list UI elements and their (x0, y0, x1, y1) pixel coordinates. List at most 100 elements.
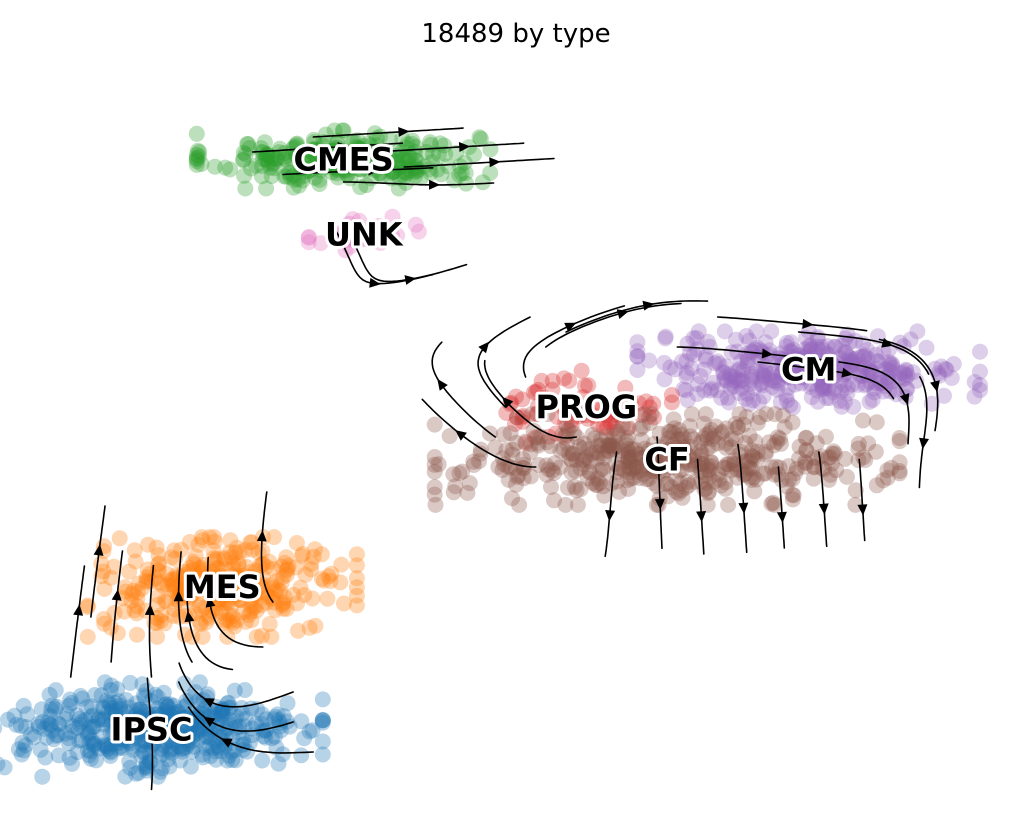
cell-point (127, 729, 144, 746)
cell-point (801, 337, 818, 354)
cell-point (384, 164, 401, 180)
cell-point (668, 470, 684, 487)
cell-point (314, 711, 331, 728)
cell-point (487, 439, 504, 456)
cell-point (102, 681, 119, 698)
cell-point (83, 698, 100, 715)
cell-point (814, 381, 831, 398)
cluster-mes-points (79, 529, 365, 645)
cell-point (79, 628, 96, 645)
cell-point (498, 404, 515, 421)
cell-point (300, 234, 317, 251)
cell-point (727, 416, 744, 432)
cell-point (78, 699, 95, 716)
cell-point (154, 707, 171, 724)
cell-point (554, 399, 571, 416)
cell-point (673, 431, 689, 448)
cell-point (357, 226, 374, 243)
cell-point (120, 733, 137, 750)
cell-point (626, 441, 643, 458)
cell-point (743, 471, 760, 488)
cell-point (366, 152, 383, 169)
cell-point (323, 565, 340, 582)
cell-point (811, 372, 828, 389)
cell-point (403, 135, 420, 152)
cell-point (82, 743, 99, 760)
cell-point (189, 713, 206, 730)
cell-point (593, 431, 609, 448)
cell-point (129, 590, 146, 607)
cell-point (603, 475, 620, 492)
cell-point (410, 223, 427, 240)
cell-point (226, 618, 243, 635)
velocity-streamline (737, 443, 748, 554)
cell-point (95, 716, 112, 733)
velocity-arrowhead (146, 716, 157, 728)
cell-point (350, 160, 367, 177)
cell-point (509, 409, 526, 426)
cell-point (407, 152, 424, 169)
cell-point (972, 363, 988, 380)
velocity-arrowhead (429, 179, 440, 190)
cell-point (308, 147, 325, 164)
cell-point (623, 441, 640, 458)
cell-point (161, 706, 178, 723)
cell-point (400, 152, 417, 169)
cell-point (627, 459, 644, 476)
cell-point (611, 483, 628, 500)
cell-point (560, 479, 576, 496)
cell-point (802, 379, 819, 396)
cell-point (93, 728, 110, 745)
cell-point (797, 453, 813, 470)
cell-point (180, 735, 196, 752)
cell-point (749, 451, 766, 468)
cell-point (241, 606, 258, 623)
cell-point (225, 559, 242, 576)
cell-point (757, 465, 774, 482)
cell-point (189, 142, 206, 159)
cell-point (158, 565, 175, 582)
cell-point (85, 737, 102, 754)
cell-point (454, 463, 471, 480)
cell-point (160, 698, 177, 715)
velocity-streamline (716, 316, 868, 332)
cell-point (853, 360, 870, 377)
cell-point (222, 161, 239, 178)
cell-point (803, 376, 820, 392)
cell-point (142, 754, 159, 771)
cell-point (669, 445, 686, 462)
cell-point (898, 362, 915, 379)
cell-point (793, 369, 810, 386)
cell-point (87, 687, 103, 703)
cell-point (137, 733, 154, 750)
cell-point (723, 375, 740, 392)
cell-point (741, 332, 758, 349)
cell-point (248, 628, 265, 645)
cell-point (0, 756, 6, 772)
cell-point (873, 374, 889, 391)
cell-point (619, 472, 636, 489)
cell-point (522, 436, 539, 453)
cell-point (447, 478, 464, 495)
cell-point (236, 575, 253, 591)
cell-point (608, 464, 625, 481)
cell-point (117, 716, 134, 732)
cell-point (209, 550, 226, 567)
cell-point (568, 451, 585, 468)
cell-point (599, 436, 616, 453)
cell-point (164, 733, 181, 750)
cell-point (854, 356, 871, 373)
cell-point (663, 479, 680, 496)
cell-point (206, 158, 223, 175)
cell-point (372, 153, 389, 170)
cell-point (301, 162, 318, 179)
cell-point (603, 437, 620, 454)
cell-point (674, 461, 691, 478)
cell-point (620, 444, 637, 461)
cell-point (892, 364, 909, 381)
cell-point (112, 731, 129, 748)
cell-point (230, 724, 247, 741)
cell-point (573, 406, 590, 423)
cell-point (264, 580, 281, 597)
